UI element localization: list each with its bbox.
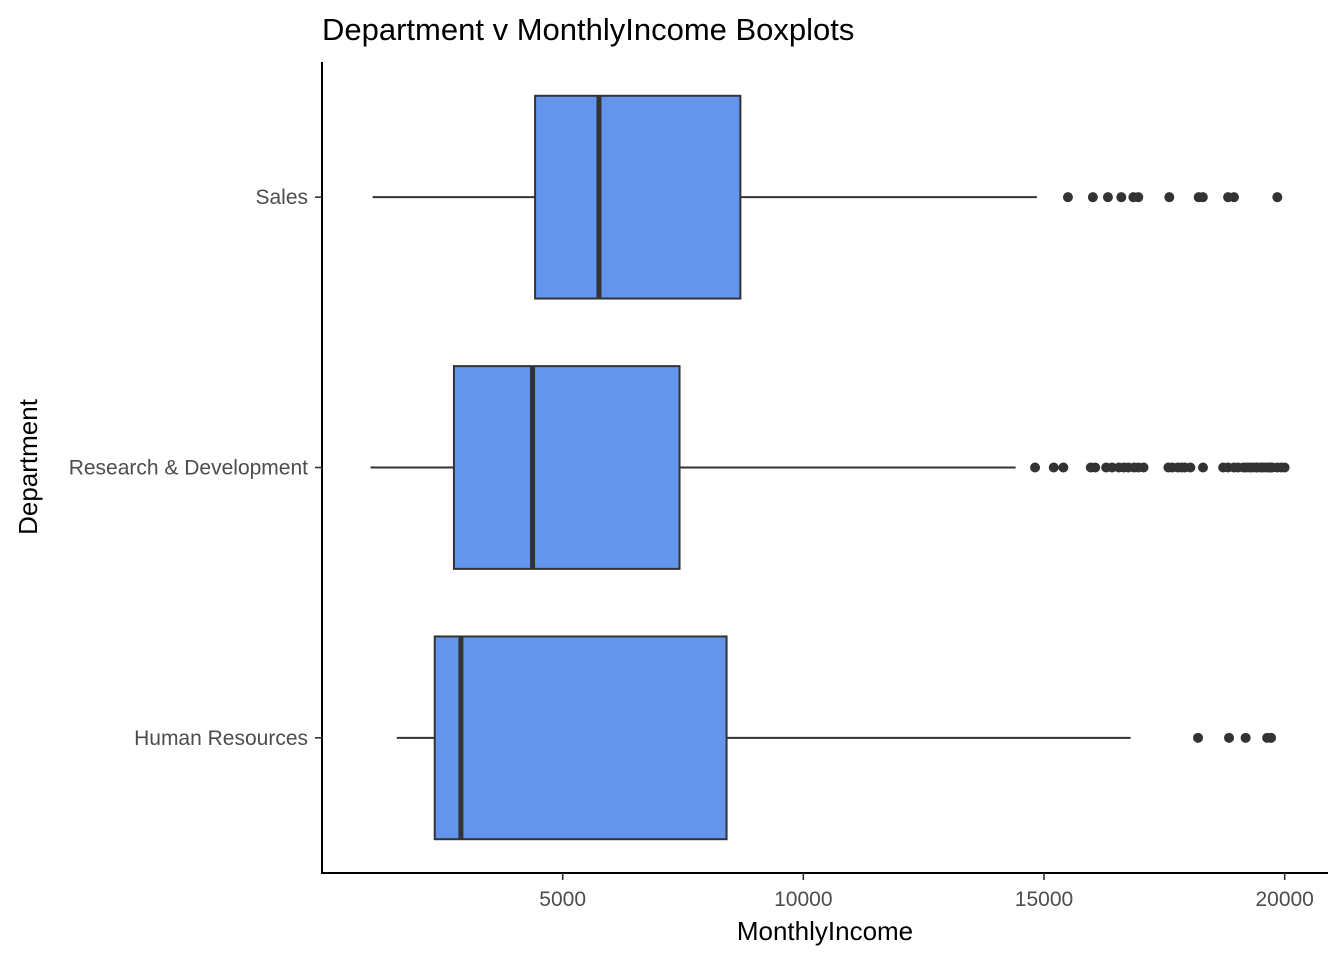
outlier-point: [1272, 192, 1283, 203]
outlier-point: [1107, 462, 1118, 473]
outlier-point: [1133, 192, 1144, 203]
outlier-point: [1240, 732, 1251, 743]
box-human-resources: [433, 635, 728, 841]
box-group-research-development: [370, 365, 1290, 570]
x-axis-title: MonthlyIncome: [737, 916, 913, 946]
outlier-point: [1164, 192, 1175, 203]
outlier-point: [1228, 192, 1239, 203]
x-tick-label: 5000: [539, 888, 586, 911]
box-group-human-resources: [396, 635, 1277, 841]
outlier-point: [1102, 192, 1113, 203]
outlier-point: [1087, 192, 1098, 203]
y-tick-label: Human Resources: [134, 727, 308, 750]
x-axis-ticks: 5000 10000 15000 20000: [539, 873, 1314, 911]
outlier-point: [1197, 192, 1208, 203]
outlier-point: [1058, 462, 1069, 473]
outlier-point: [1062, 192, 1073, 203]
x-tick-label: 15000: [1015, 888, 1073, 911]
outlier-point: [1030, 462, 1041, 473]
y-axis-title: Department: [13, 398, 43, 535]
outlier-point: [1266, 732, 1277, 743]
box-sales: [534, 94, 742, 300]
x-tick-label: 20000: [1255, 888, 1313, 911]
x-tick-label: 10000: [774, 888, 832, 911]
plot-area: [370, 94, 1290, 841]
y-tick-label: Sales: [255, 186, 308, 209]
outlier-point: [1048, 462, 1059, 473]
outlier-point: [1279, 462, 1290, 473]
outlier-point: [1197, 462, 1208, 473]
outlier-point: [1193, 732, 1204, 743]
chart-title: Department v MonthlyIncome Boxplots: [322, 12, 854, 47]
outlier-point: [1090, 462, 1101, 473]
box-group-sales: [372, 94, 1283, 300]
outlier-point: [1138, 462, 1149, 473]
y-axis-ticks: Human Resources Research & Development Sal…: [69, 186, 322, 750]
outlier-point: [1116, 192, 1127, 203]
outlier-point: [1224, 732, 1235, 743]
box-research-development: [452, 365, 681, 570]
outlier-point: [1185, 462, 1196, 473]
y-tick-label: Research & Development: [69, 457, 308, 480]
